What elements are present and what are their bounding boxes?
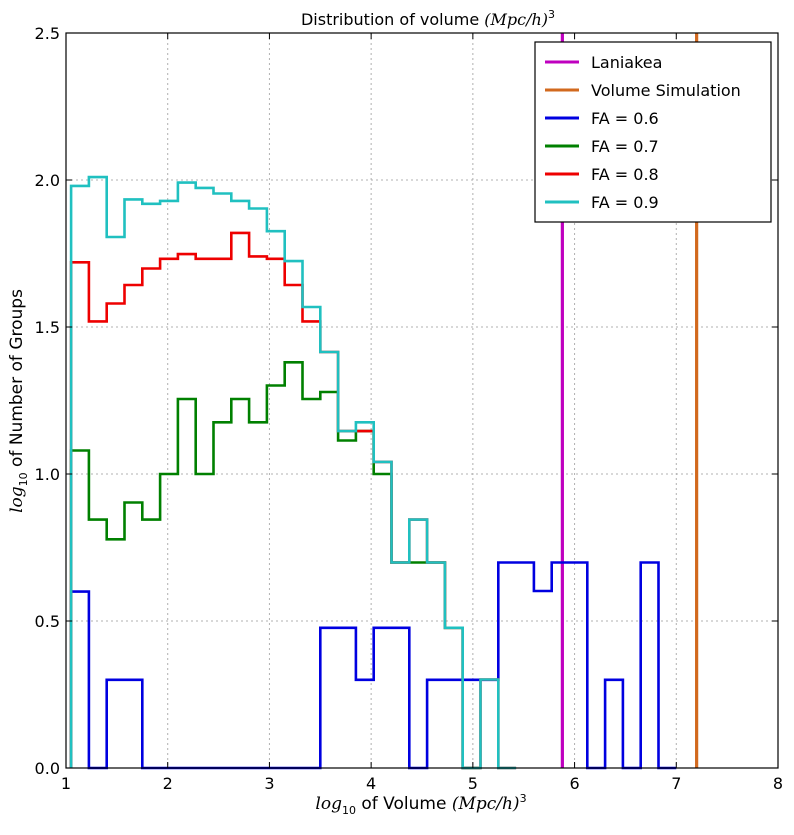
- x-axis-ticks: 1 2 3 4 5 6 7 8: [61, 33, 783, 793]
- legend-label: Volume Simulation: [591, 81, 741, 100]
- legend-label: FA = 0.9: [591, 193, 659, 212]
- legend-label: Laniakea: [591, 53, 662, 72]
- legend: Laniakea Volume Simulation FA = 0.6 FA = 0.…: [534, 41, 772, 223]
- series-line: [69, 175, 517, 770]
- x-tick-label: 3: [264, 774, 274, 793]
- y-tick-label: 1.0: [35, 465, 60, 484]
- chart-title: Distribution of volume (Mpc/h)3: [301, 8, 555, 29]
- x-tick-label: 6: [569, 774, 579, 793]
- series-line: [69, 561, 677, 770]
- series-line: [69, 231, 517, 770]
- grid-lines: [66, 33, 778, 768]
- x-tick-label: 7: [671, 774, 681, 793]
- y-axis-ticks: 0.0 0.5 1.0 1.5 2.0 2.5: [35, 24, 778, 778]
- x-tick-label: 5: [468, 774, 478, 793]
- y-axis-label: log10 of Number of Groups: [7, 289, 30, 513]
- legend-label: FA = 0.8: [591, 165, 659, 184]
- x-tick-label: 2: [163, 774, 173, 793]
- x-tick-label: 4: [366, 774, 376, 793]
- y-tick-label: 1.5: [35, 318, 60, 337]
- x-tick-label: 1: [61, 774, 71, 793]
- y-tick-label: 2.5: [35, 24, 60, 43]
- series-group: [69, 175, 677, 770]
- y-tick-label: 2.0: [35, 171, 60, 190]
- x-axis-label: log10 of Volume (Mpc/h)3: [315, 792, 526, 817]
- y-tick-label: 0.5: [35, 612, 60, 631]
- legend-box: [534, 41, 772, 223]
- series-line: [69, 361, 481, 770]
- y-tick-label: 0.0: [35, 759, 60, 778]
- plot-frame: [65, 32, 779, 769]
- legend-label: FA = 0.7: [591, 137, 659, 156]
- legend-label: FA = 0.6: [591, 109, 659, 128]
- x-tick-label: 8: [773, 774, 783, 793]
